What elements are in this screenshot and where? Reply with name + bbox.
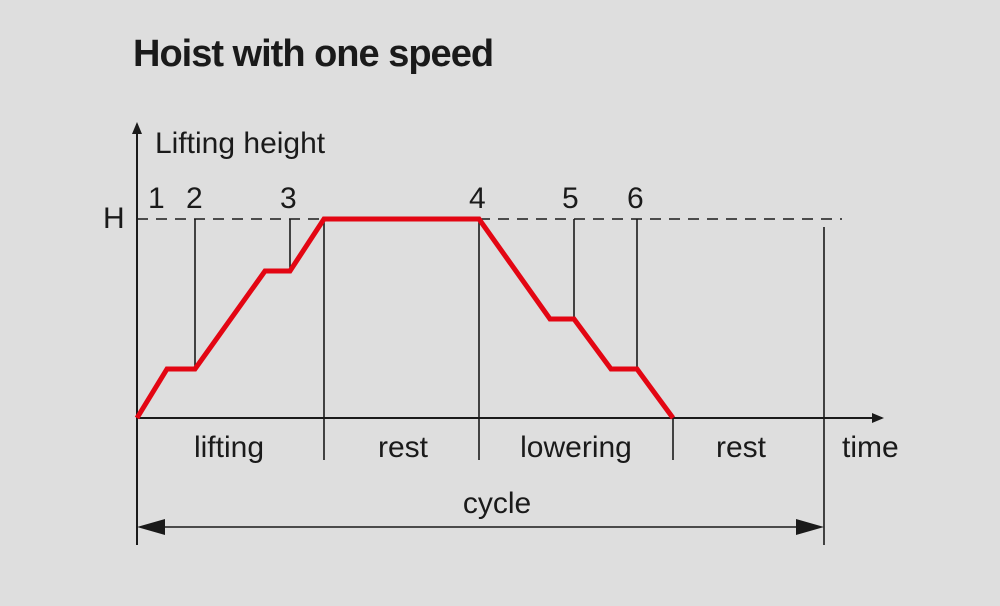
cycle-label: cycle (463, 487, 531, 520)
height-marker: H (103, 202, 125, 235)
point-label-2: 2 (186, 182, 203, 215)
point-label-6: 6 (627, 182, 644, 215)
point-label-5: 5 (562, 182, 579, 215)
phase-label-rest-1: rest (378, 431, 429, 464)
phase-label-lowering: lowering (520, 431, 632, 464)
point-label-3: 3 (280, 182, 297, 215)
cycle-arrow-left-icon (137, 519, 165, 535)
point-label-1: 1 (148, 182, 165, 215)
lifting-height-curve (134, 216, 676, 420)
point-label-4: 4 (469, 182, 486, 215)
cycle-arrow-right-icon (796, 519, 824, 535)
x-axis-label: time (842, 431, 899, 464)
phase-label-lifting: lifting (194, 431, 264, 464)
y-axis-label: Lifting height (155, 127, 326, 160)
phase-label-rest-2: rest (716, 431, 767, 464)
diagram-title: Hoist with one speed (133, 33, 493, 75)
